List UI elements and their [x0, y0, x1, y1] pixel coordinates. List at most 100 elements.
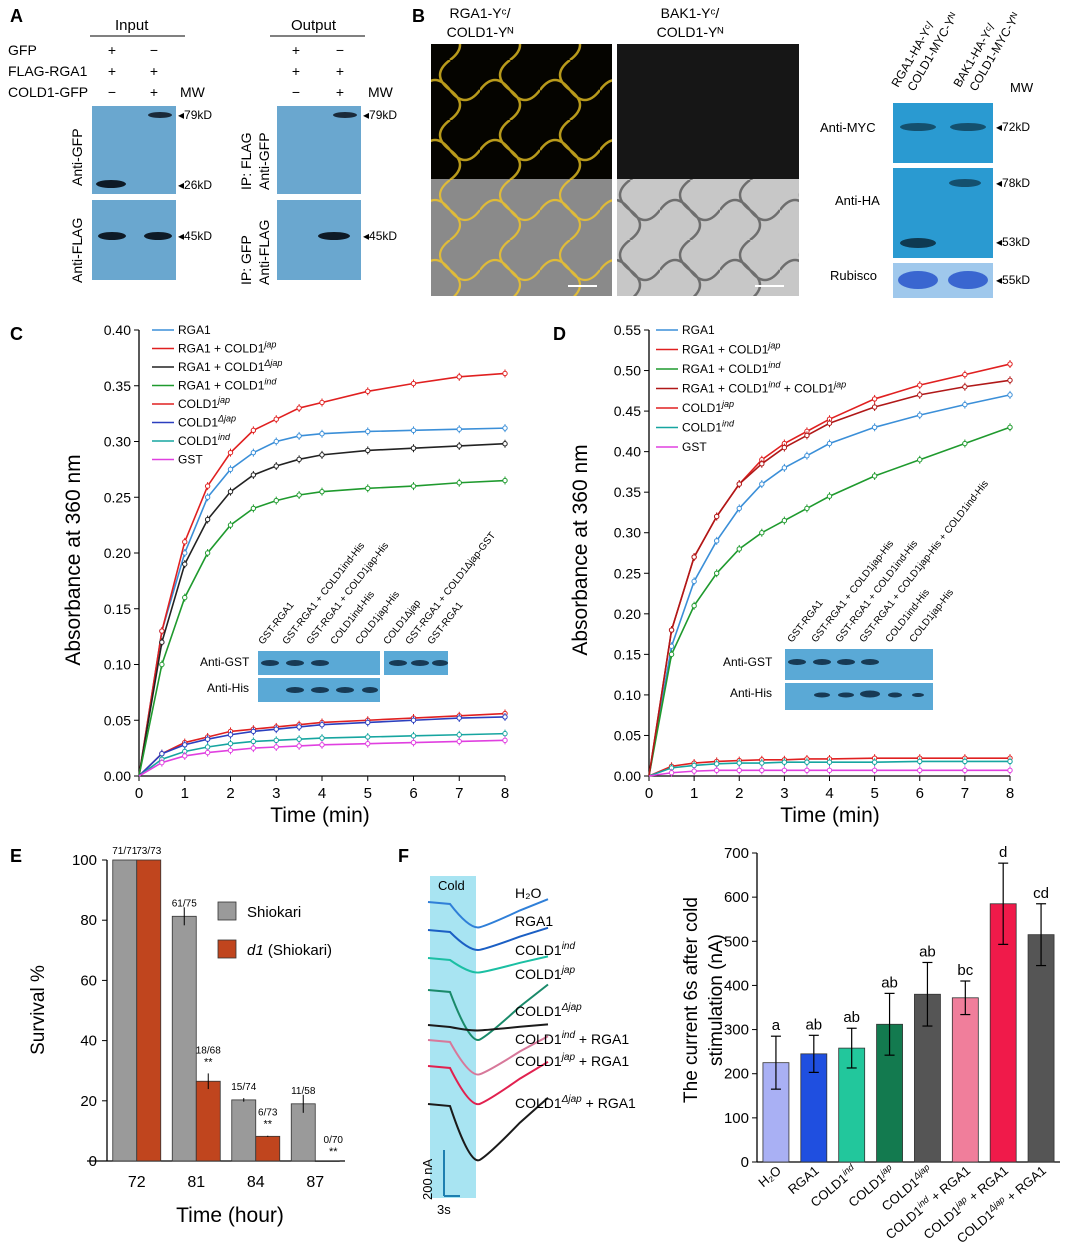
data-point [227, 488, 234, 495]
f-letter-3: ab [881, 974, 898, 991]
data-point [668, 651, 675, 658]
blot-input-anti-gfp [92, 106, 176, 194]
data-point [365, 719, 371, 726]
data-point [962, 384, 968, 390]
data-point [759, 481, 765, 487]
panel-f-label: F [398, 846, 409, 866]
data-point [962, 758, 968, 765]
data-point [410, 380, 417, 387]
bar-shiokari-84 [231, 1099, 257, 1162]
x-tick-label: 4 [825, 785, 833, 802]
count-d1: 0/70 [324, 1135, 344, 1146]
data-point [871, 473, 878, 479]
data-point [365, 740, 371, 747]
x-tick-label: 1 [690, 785, 698, 802]
trace-5 [427, 1035, 549, 1076]
legend-label-1: RGA1 + COLD1jap [682, 341, 780, 357]
data-point [917, 758, 923, 765]
data-point [227, 747, 234, 754]
data-point [296, 433, 302, 439]
data-point [668, 770, 675, 776]
panel-d-axes: 0.00 0.05 0.10 0.15 0.20 0.25 0.30 0.35 0.40 0.45… [614, 322, 1014, 802]
f-letter-1: ab [805, 1016, 822, 1033]
data-point [365, 734, 371, 740]
data-point [319, 722, 325, 728]
bar-shiokari-81 [171, 915, 197, 1162]
data-point [296, 743, 302, 749]
data-point [502, 425, 508, 431]
input-mw: MW [180, 84, 206, 100]
data-point [713, 767, 720, 774]
panel-a-label: A [10, 6, 23, 26]
data-point [159, 628, 165, 634]
legend-swatch-d1 [217, 939, 237, 959]
legend-label-2: RGA1 + COLD1Δjap [178, 358, 282, 374]
legend-label-0: RGA1 [178, 323, 211, 337]
data-point [713, 538, 720, 544]
f-y-tick: 0 [741, 1154, 749, 1171]
trace-label-4: COLD1Δjap [515, 1002, 582, 1019]
ip-gfp-label: IP: GFP [238, 235, 254, 285]
data-point [502, 737, 508, 744]
data-point [250, 728, 257, 735]
y-tick-label: 0.35 [104, 378, 131, 394]
data-point [204, 550, 211, 556]
data-point [917, 392, 923, 398]
data-point [273, 744, 279, 750]
data-point [502, 477, 508, 484]
panel-d: D Absorbance at 360 nm Time (min) 0.000.… [553, 322, 1014, 827]
e-y-tick: 100 [72, 852, 97, 869]
f-x-tick-0: H₂O [755, 1163, 783, 1190]
data-point [962, 767, 968, 774]
x-tick-label: 8 [501, 785, 509, 802]
trace-label-6: COLD1jap + RGA1 [515, 1052, 629, 1069]
data-point [502, 714, 508, 720]
input-sign: + [108, 63, 116, 79]
row-label-0: GFP [8, 42, 37, 58]
data-point [182, 550, 188, 556]
data-point [410, 717, 417, 723]
e-x-tick: 87 [306, 1174, 324, 1191]
data-point [826, 440, 833, 447]
panel-a-row-labels: GFP + − + − FLAG-RGA1 + + + + COLD1-GFP − + − + [8, 42, 344, 100]
data-point [456, 443, 462, 449]
data-point [456, 374, 462, 380]
panel-e-label: E [10, 846, 22, 866]
data-point [917, 767, 923, 774]
bar-d1-87 [314, 1160, 340, 1162]
trace-0 [427, 898, 549, 929]
scale-bar-time: 3s [437, 1202, 451, 1217]
data-point [736, 767, 742, 774]
d-inset-his-blot [785, 683, 933, 710]
input-sign: − [150, 42, 158, 58]
data-point [204, 744, 211, 750]
data-point [759, 767, 765, 774]
f-letter-5: bc [957, 962, 973, 979]
data-point [273, 416, 279, 422]
data-point [691, 762, 697, 769]
data-point [296, 456, 302, 463]
f-letter-2: ab [843, 1009, 860, 1026]
legend-label-4: COLD1jap [178, 395, 230, 411]
data-point [962, 401, 968, 408]
panel-f-ylabel-line2: stimulation (nA) [706, 934, 727, 1066]
data-point [917, 412, 923, 418]
trace-7 [427, 1097, 549, 1162]
c-inset-anti-his: Anti-His [207, 681, 249, 695]
output-sign: − [336, 42, 344, 58]
d-inset-gst-blot [785, 649, 933, 680]
panel-b: B RGA1-Yᶜ/ COLD1-Yᴺ BAK1-Yᶜ/ COLD1-Yᴺ RG… [412, 5, 1034, 298]
panel-c-axes: 0.00 0.05 0.10 0.15 0.20 0.25 0.30 0.35 0.40 0 1 2 3… [104, 322, 509, 802]
panel-f-chart: 0100200300400500600700aH₂OabRGA1abCOLD1i… [724, 844, 1060, 1246]
f-y-tick: 500 [724, 933, 749, 950]
panel-e-chart: 0204060801007271/7173/738161/7518/68**84… [72, 846, 345, 1191]
data-point [319, 735, 325, 741]
data-point [296, 724, 302, 730]
panel-d-legend: RGA1 RGA1 + COLD1jap RGA1 + COLD1ind RGA1 +… [656, 323, 846, 454]
data-point [804, 505, 810, 512]
e-x-tick: 81 [187, 1174, 205, 1191]
panel-d-series [648, 360, 1013, 777]
blot-output-ip-flag [277, 106, 361, 194]
y-tick-label: 0.20 [104, 545, 131, 561]
panel-c-xlabel: Time (min) [270, 804, 370, 827]
